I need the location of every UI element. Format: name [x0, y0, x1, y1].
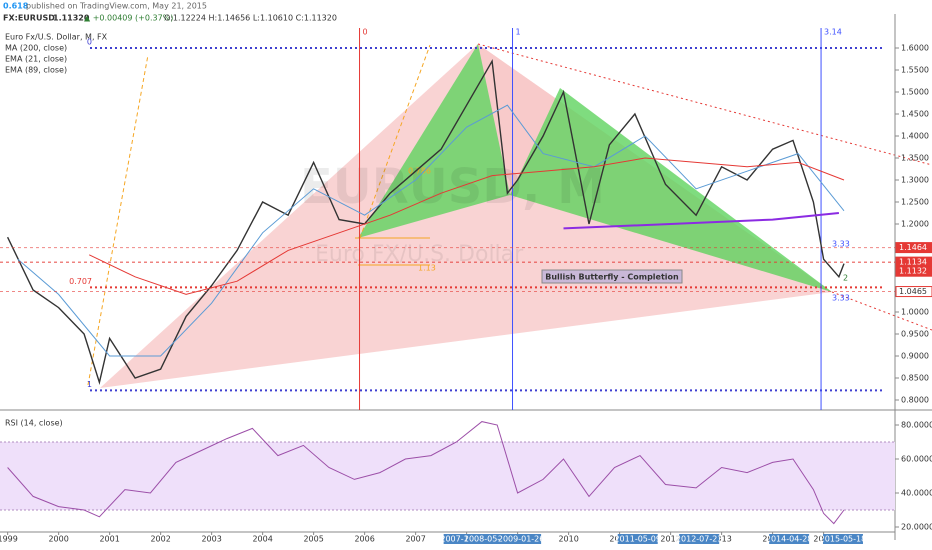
x-tick-label: 2012 — [660, 535, 680, 544]
level-label: 0 — [87, 38, 92, 47]
trend-line — [477, 43, 932, 166]
watermark-sub: Euro FX/U.S. Dollar — [315, 242, 524, 267]
y-tick-label: 1.2000 — [901, 220, 929, 229]
y-tick-label: 1.6000 — [901, 44, 929, 53]
date-badge — [443, 534, 484, 544]
annotation: Bullish Butterfly - Completion — [545, 273, 679, 282]
y-tick-label: 1.3000 — [901, 176, 929, 185]
level-label: 0.707 — [69, 277, 92, 286]
price-tag — [895, 242, 932, 254]
x-tick-label: 2003 — [201, 535, 221, 544]
pattern-label: 1.13 — [418, 264, 436, 273]
price-tag-label: 1.1134 — [899, 258, 927, 267]
pattern-label: 2 — [843, 274, 848, 283]
pattern-xad — [100, 44, 832, 388]
x-tick-label: 2001 — [99, 535, 119, 544]
watermark: EURUSD, M — [300, 159, 605, 215]
pattern-label: 3.33 — [832, 240, 850, 249]
date-badge-label: 2008-05-26 — [464, 535, 511, 544]
x-tick-label: 2007 — [405, 535, 425, 544]
series-line — [563, 212, 839, 230]
rsi-band — [0, 442, 895, 511]
annotation-box — [541, 269, 683, 284]
series-line — [6, 59, 845, 386]
date-badge-label: 2011-05-09 — [614, 535, 661, 544]
x-tick-label: 2004 — [252, 535, 272, 544]
x-tick-label: 2005 — [303, 535, 323, 544]
series-line — [17, 104, 845, 357]
rsi-title: RSI (14, close) — [5, 419, 63, 428]
series-line — [88, 157, 845, 295]
y-tick-label: 20.0000 — [901, 523, 932, 532]
date-badge-label: 2014-04-28 — [766, 535, 813, 544]
date-badge-label: 2009-01-26 — [498, 535, 545, 544]
change: ▲ +0.00409 (+0.37%) — [84, 14, 173, 23]
date-badge — [617, 534, 658, 544]
date-badge — [467, 534, 508, 544]
legend-entry: EMA (89, close) — [5, 66, 67, 75]
ohlc: O:1.12224 H:1.14656 L:1.10610 C:1.11320 — [164, 14, 337, 23]
y-tick-label: 40.0000 — [901, 489, 932, 498]
legend-entry: EMA (21, close) — [5, 55, 67, 64]
y-tick-label: 0.9000 — [901, 352, 929, 361]
date-badge — [822, 534, 863, 544]
x-tick-label: 2006 — [354, 535, 374, 544]
price-tag-label: 1.1464 — [899, 243, 927, 252]
vertical-label: 0 — [363, 28, 368, 37]
legend-entry: MA (200, close) — [5, 44, 67, 53]
y-tick-label: 0.8500 — [901, 374, 929, 383]
y-tick-label: 1.0000 — [901, 308, 929, 317]
x-tick-label: 2013 — [711, 535, 731, 544]
projection-line — [359, 44, 431, 239]
pattern-xab — [358, 44, 510, 238]
published: published on TradingView.com, May 21, 20… — [26, 2, 207, 11]
x-tick-label: 2000 — [48, 535, 68, 544]
date-badge-label: 2015-05-18 — [820, 535, 867, 544]
y-tick-label: 1.2500 — [901, 198, 929, 207]
y-tick-label: 80.0000 — [901, 421, 932, 430]
y-tick-label: 1.5500 — [901, 66, 929, 75]
last-price: 1.11320 — [53, 14, 90, 23]
level-label: 1 — [87, 380, 92, 389]
pattern-label: 0.786 — [408, 167, 431, 176]
x-tick-label: 2010 — [558, 535, 578, 544]
y-tick-label: 1.3500 — [901, 154, 929, 163]
x-tick-label: 2002 — [150, 535, 170, 544]
date-badge — [501, 534, 542, 544]
y-tick-label: 60.0000 — [901, 455, 932, 464]
symbol: FX:EURUSD — [3, 14, 55, 23]
date-badge-label: 2007-12-10 — [440, 535, 487, 544]
date-badge — [679, 534, 720, 544]
price-tag — [895, 265, 932, 277]
vertical-label: 1 — [516, 28, 521, 37]
x-tick-label: 1999 — [0, 535, 18, 544]
y-tick-label: 1.4500 — [901, 110, 929, 119]
date-badge — [769, 534, 810, 544]
rsi-line — [7, 421, 845, 525]
y-tick-label: 0.9500 — [901, 330, 929, 339]
date-badge-label: 2012-07-23 — [676, 535, 723, 544]
y-tick-label: 1.5000 — [901, 88, 929, 97]
y-tick-label: 1.4000 — [901, 132, 929, 141]
y-tick-label: 0.8000 — [901, 396, 929, 405]
chart-title: Euro Fx/U.S. Dollar, M, FX — [5, 33, 108, 42]
price-tag — [895, 286, 932, 298]
price-tag-label: 1.1132 — [899, 267, 927, 276]
brand: 0.618 — [3, 2, 29, 11]
vertical-label: 3.14 — [824, 28, 842, 37]
pattern-label: 3.33 — [832, 294, 850, 303]
price-tag-label: 1.0465 — [899, 287, 927, 296]
